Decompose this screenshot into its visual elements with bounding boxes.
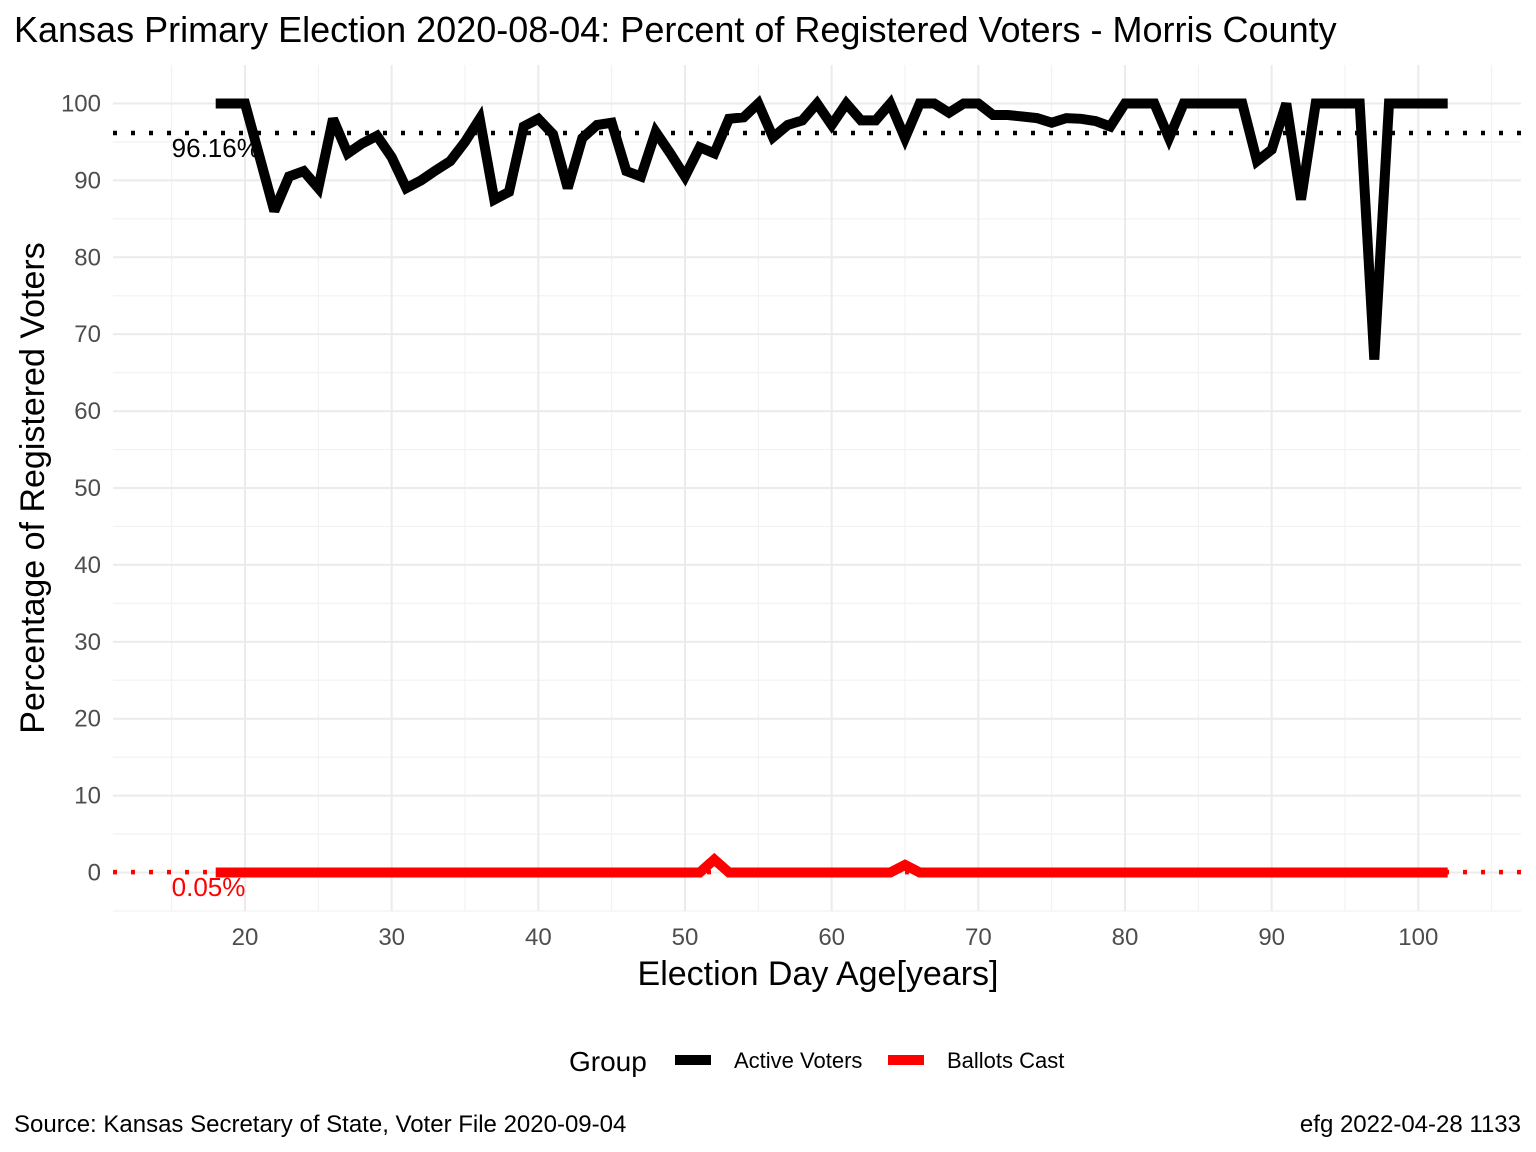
credit-caption: efg 2022-04-28 1133 (1300, 1111, 1521, 1138)
y-axis-ticks: 0 10 20 30 40 50 60 70 80 90 100 (61, 90, 101, 886)
x-tick-label: 60 (818, 924, 845, 951)
source-caption: Source: Kansas Secretary of State, Voter… (14, 1111, 626, 1138)
y-tick-label: 30 (74, 629, 101, 656)
y-tick-label: 90 (74, 167, 101, 194)
legend-label: Active Voters (734, 1048, 862, 1073)
y-tick-label: 80 (74, 244, 101, 271)
series-line (215, 94, 1448, 360)
y-tick-label: 50 (74, 475, 101, 502)
x-tick-label: 50 (672, 924, 699, 951)
y-axis-title: Percentage of Registered Voters (14, 242, 52, 733)
x-tick-label: 30 (378, 924, 405, 951)
reference-lines: 96.16%0.05% (113, 130, 1521, 902)
legend-label: Ballots Cast (947, 1048, 1064, 1073)
y-tick-label: 40 (74, 552, 101, 579)
y-tick-label: 70 (74, 321, 101, 348)
legend-title: Group (569, 1046, 647, 1077)
chart-title: Kansas Primary Election 2020-08-04: Perc… (14, 9, 1337, 50)
grid-layer (113, 65, 1521, 912)
x-axis-title: Election Day Age[years] (638, 955, 999, 993)
x-axis-ticks: 20 30 40 50 60 70 80 90 100 (232, 924, 1439, 951)
x-tick-label: 40 (525, 924, 552, 951)
x-tick-label: 100 (1398, 924, 1438, 951)
series-layer (215, 94, 1448, 878)
y-tick-label: 10 (74, 783, 101, 810)
legend: Group Active Voters Ballots Cast (569, 1046, 1064, 1077)
x-tick-label: 80 (1112, 924, 1139, 951)
reference-line-label: 96.16% (172, 133, 260, 163)
y-tick-label: 0 (88, 860, 101, 887)
y-tick-label: 60 (74, 398, 101, 425)
series-line (215, 852, 1448, 878)
x-tick-label: 90 (1258, 924, 1285, 951)
y-tick-label: 100 (61, 90, 101, 117)
x-tick-label: 20 (232, 924, 259, 951)
x-tick-label: 70 (965, 924, 992, 951)
y-tick-label: 20 (74, 706, 101, 733)
